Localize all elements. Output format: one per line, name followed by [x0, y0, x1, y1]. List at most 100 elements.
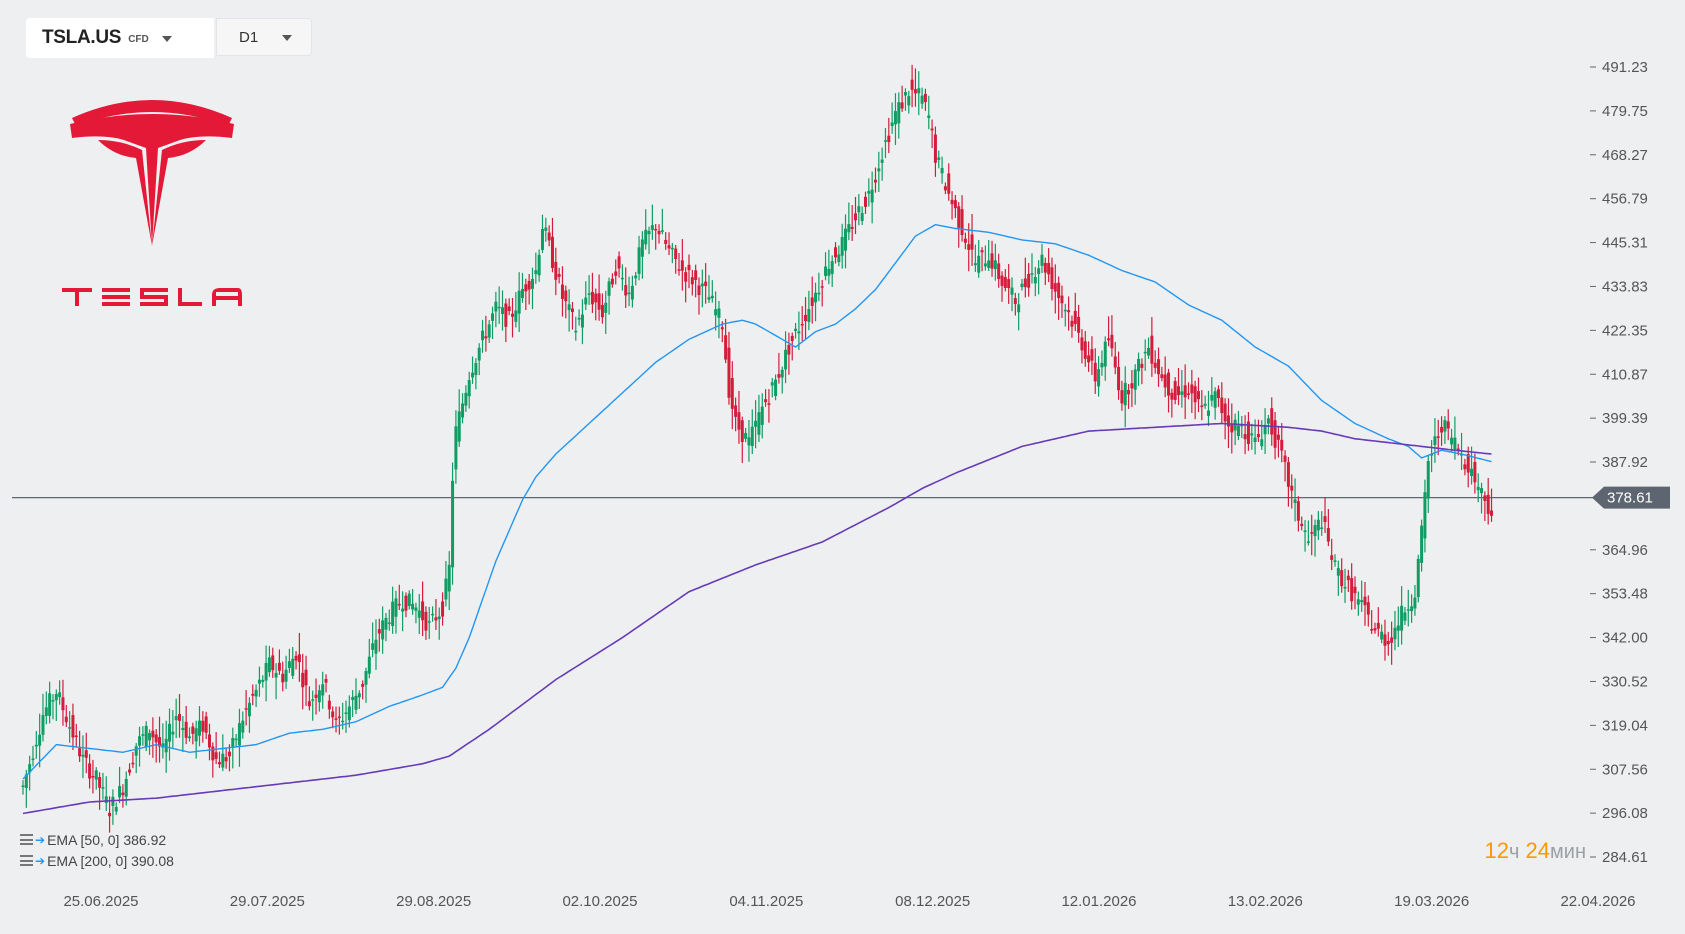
- candle-body: [427, 621, 431, 623]
- candle-body: [1077, 316, 1081, 333]
- candle-body: [647, 230, 651, 235]
- candle-body: [1170, 392, 1174, 400]
- candle-body: [640, 239, 644, 257]
- candle-body: [564, 290, 568, 302]
- candle-body: [1410, 606, 1414, 612]
- candle-body: [71, 715, 75, 738]
- candle-body: [1403, 612, 1407, 621]
- candle-body: [1013, 298, 1017, 305]
- candle-body: [610, 278, 614, 285]
- candle-body: [261, 679, 265, 682]
- candle-body: [734, 405, 738, 417]
- candle-body: [31, 758, 35, 760]
- candle-body: [524, 284, 528, 292]
- candle-body: [241, 720, 245, 733]
- price-tick-label: 422.35: [1602, 322, 1648, 339]
- candle-body: [421, 601, 425, 621]
- candle-body: [511, 313, 515, 317]
- candle-body: [977, 255, 981, 273]
- legend-ema-200[interactable]: ➔ EMA [200, 0] 390.08: [20, 850, 174, 871]
- candle-body: [1326, 528, 1330, 542]
- candle-body: [64, 716, 68, 723]
- candle-body: [577, 317, 581, 320]
- candle-body: [324, 678, 328, 683]
- candle-body: [1173, 381, 1177, 400]
- candle-body: [121, 792, 125, 796]
- price-tick-label: 330.52: [1602, 673, 1648, 690]
- candle-body: [1336, 568, 1340, 576]
- candle-body: [504, 303, 508, 327]
- candle-body: [344, 712, 348, 714]
- candle-body: [1023, 278, 1027, 288]
- candle-body: [188, 736, 191, 739]
- candle-body: [367, 656, 371, 674]
- candle-body: [34, 744, 38, 747]
- candle-body: [557, 274, 561, 277]
- candle-body: [817, 292, 821, 295]
- candle-body: [1043, 262, 1047, 273]
- time-axis[interactable]: 25.06.2025 29.07.2025 29.08.2025 02.10.2025…: [63, 893, 1635, 910]
- candle-body: [717, 308, 721, 318]
- candle-body: [787, 344, 791, 355]
- candle-body: [590, 291, 594, 305]
- timeframe-selector[interactable]: D1: [216, 18, 312, 56]
- arrow-icon: ➔: [35, 832, 46, 847]
- candle-body: [534, 270, 538, 275]
- ema-50-label: EMA [50, 0] 386.92: [47, 831, 167, 848]
- candle-body: [1316, 519, 1320, 531]
- candle-body: [74, 735, 78, 738]
- symbol-name: TSLA.US: [42, 27, 122, 48]
- candle-body: [580, 314, 584, 328]
- candle-body: [1303, 530, 1307, 532]
- candle-body: [704, 281, 708, 287]
- candle-body: [1276, 434, 1280, 440]
- chevron-down-icon: [161, 36, 172, 42]
- candle-body: [194, 728, 198, 742]
- candle-body: [404, 595, 408, 611]
- ema-50-line: [22, 223, 1492, 780]
- candle-body: [1230, 423, 1234, 433]
- candle-body: [224, 757, 228, 762]
- candle-body: [327, 700, 331, 710]
- timer-minutes: 24: [1525, 838, 1551, 863]
- price-axis[interactable]: 491.23 479.75 468.27 456.79 445.31 433.83 422.…: [1590, 59, 1648, 866]
- candle-body: [973, 263, 977, 266]
- candle-body: [1393, 627, 1397, 640]
- candle-body: [664, 239, 668, 244]
- candle-body: [108, 812, 112, 817]
- candle-body: [897, 102, 901, 124]
- candle-body: [1030, 273, 1034, 275]
- candle-body: [867, 190, 871, 194]
- candle-body: [214, 752, 218, 759]
- candle-body: [797, 331, 801, 334]
- candle-body: [1363, 596, 1367, 606]
- candle-body: [857, 206, 861, 213]
- candle-body: [537, 254, 541, 276]
- candle-body: [1226, 415, 1230, 427]
- timer-minutes-unit: мин: [1550, 841, 1586, 863]
- candle-body: [414, 607, 418, 611]
- candle-body: [464, 392, 468, 406]
- candle-body: [1480, 488, 1484, 494]
- candle-body: [151, 730, 155, 738]
- candle-body: [1320, 527, 1324, 530]
- candle-body: [341, 720, 345, 723]
- candle-body: [158, 737, 162, 747]
- candle-body: [1027, 273, 1031, 288]
- candle-body: [217, 762, 221, 765]
- candle-body: [900, 102, 904, 109]
- legend-ema-50[interactable]: ➔ EMA [50, 0] 386.92: [20, 829, 174, 850]
- candle-body: [1193, 386, 1197, 403]
- candle-body: [777, 374, 781, 378]
- candle-body: [970, 234, 974, 250]
- candle-body: [1280, 439, 1284, 451]
- candle-body: [284, 669, 288, 682]
- candle-body: [1273, 420, 1277, 448]
- candle-body: [1466, 453, 1470, 473]
- symbol-selector[interactable]: TSLA.US CFD: [26, 18, 214, 58]
- candle-body: [1373, 628, 1377, 631]
- candle-body: [411, 603, 415, 610]
- candle-body: [1330, 555, 1334, 560]
- candle-body: [1343, 587, 1347, 589]
